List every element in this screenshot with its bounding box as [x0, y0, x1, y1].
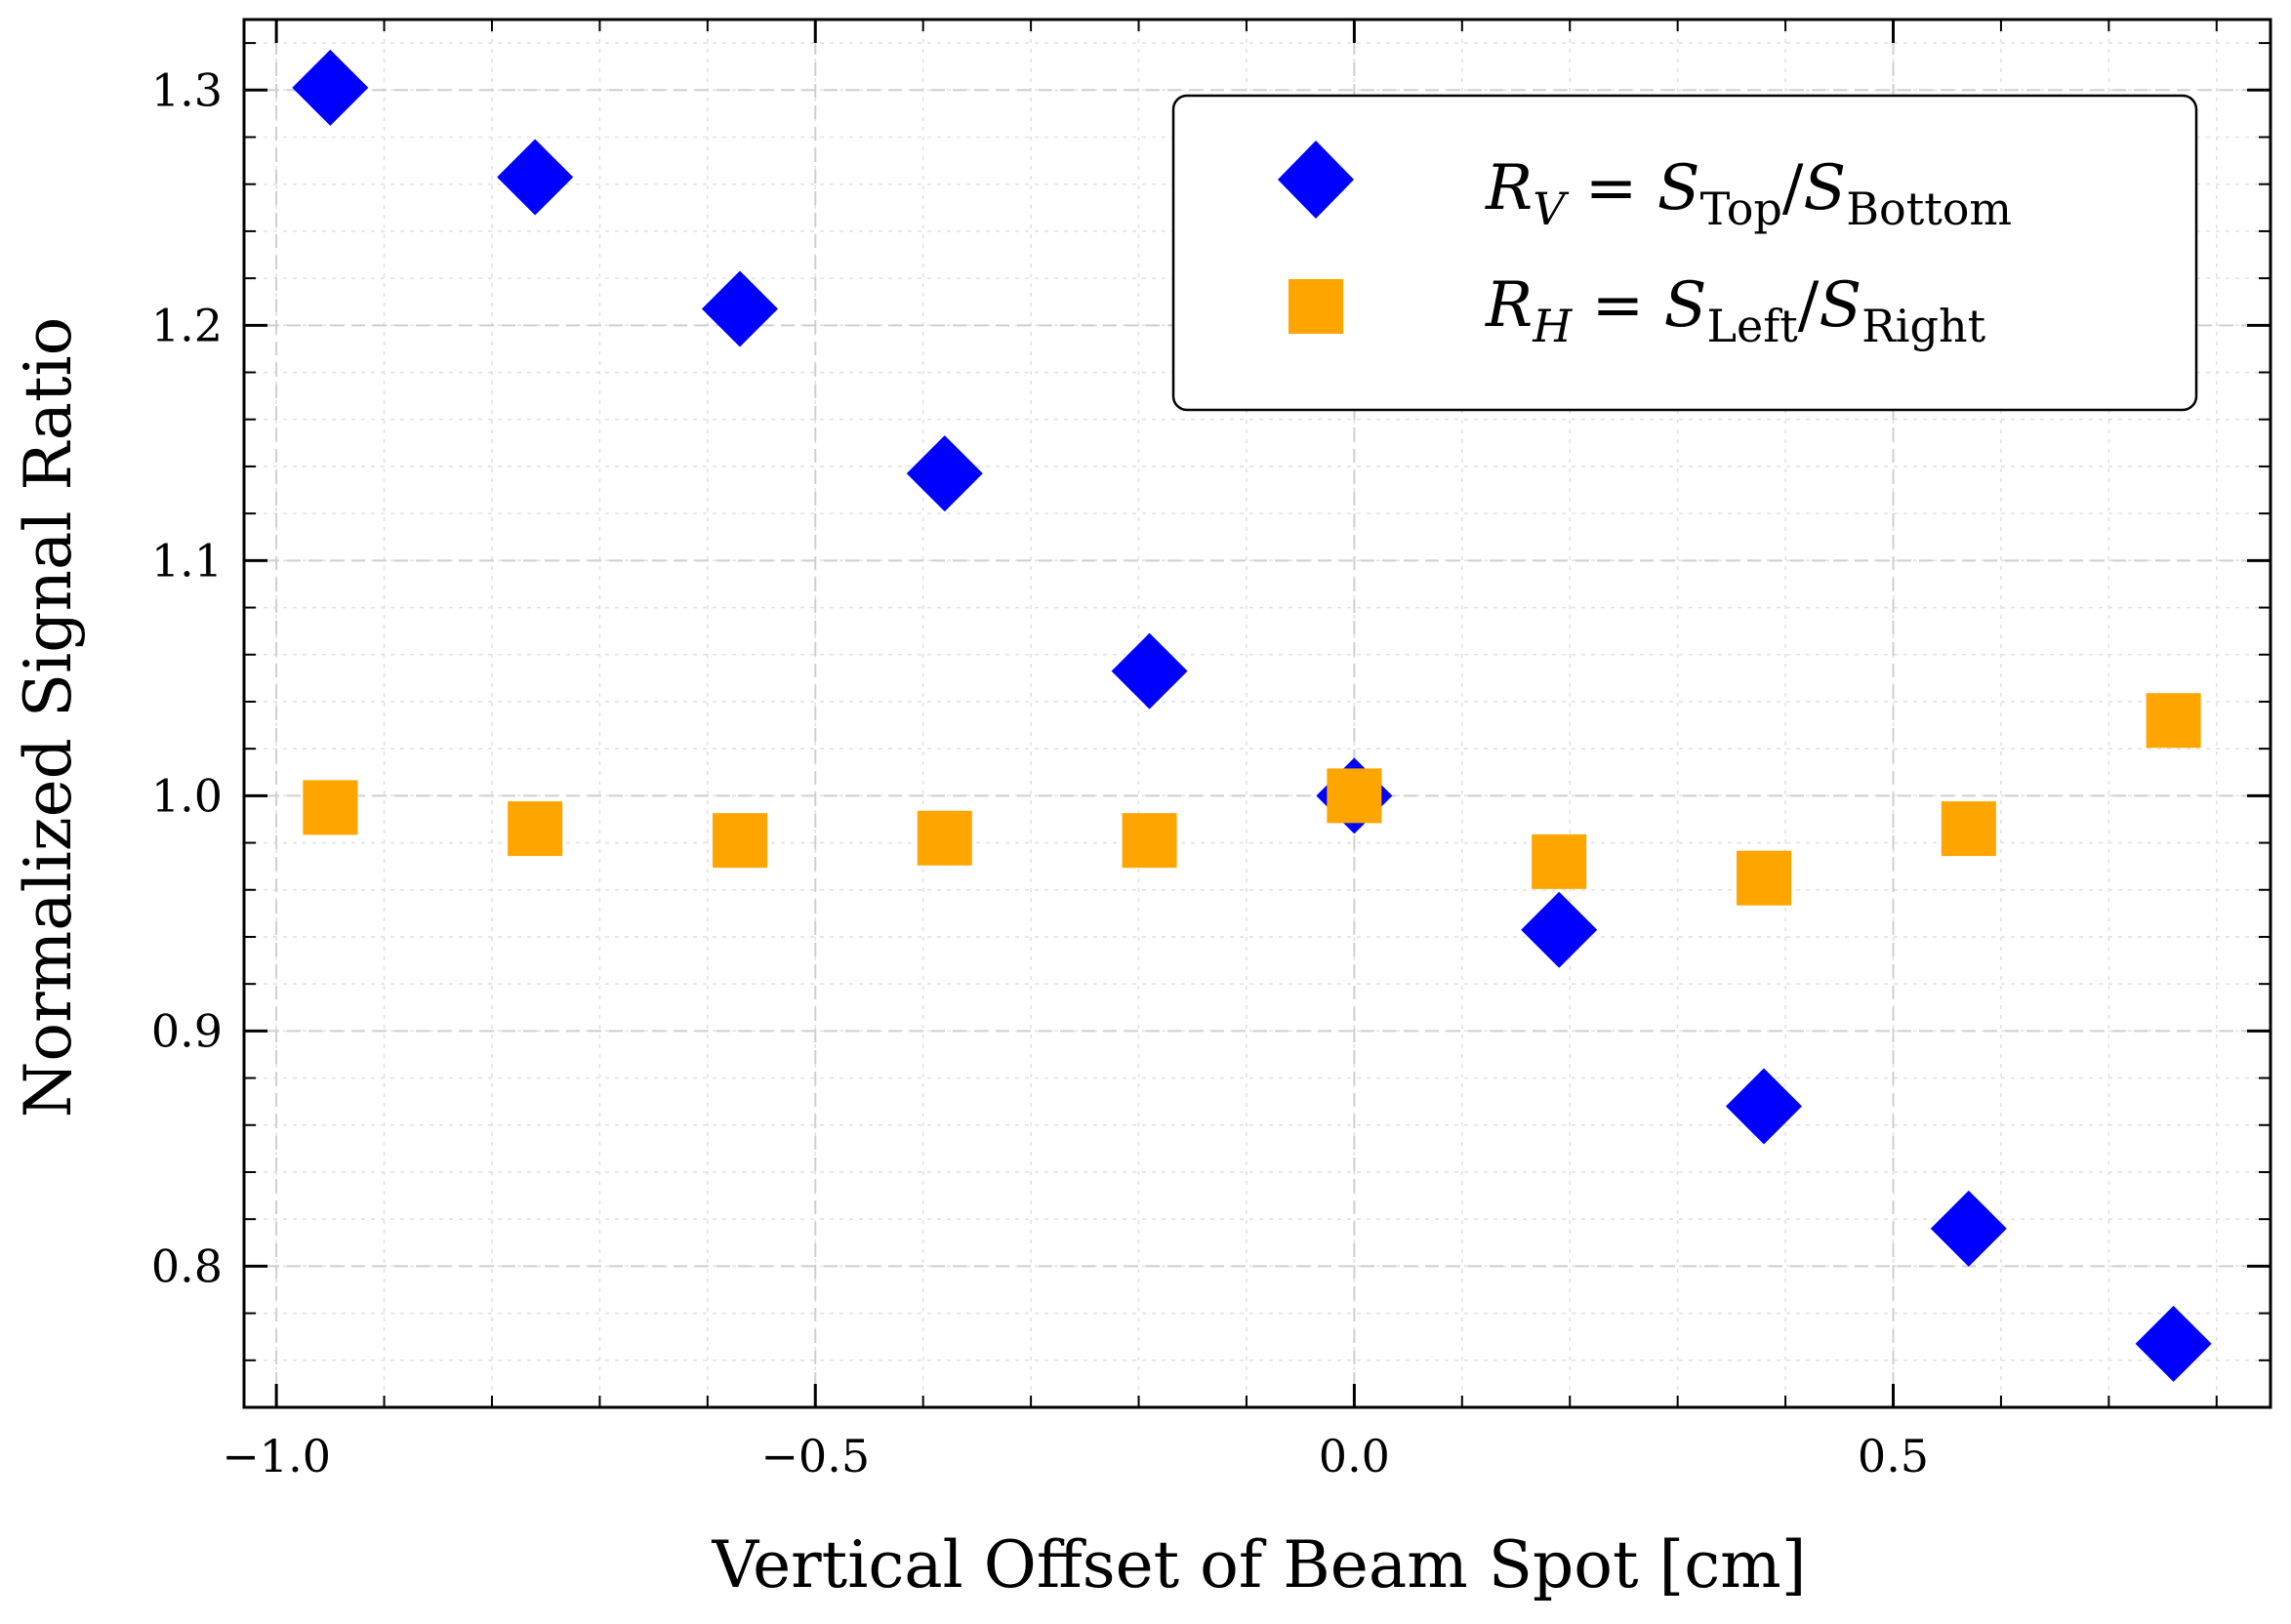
axis-ticks	[244, 20, 2271, 1408]
legend-marker-square	[1289, 279, 1343, 334]
legend-subscript: Top	[1700, 183, 1782, 235]
x-tick-label: 0.5	[1858, 1430, 1929, 1482]
data-point-square	[1941, 801, 1996, 857]
legend-term: R	[1485, 152, 1533, 224]
y-tick-label: 0.8	[151, 1239, 223, 1292]
data-point-square	[712, 813, 767, 869]
legend-term: /	[1782, 152, 1804, 224]
legend-label-rv: RV = STop/SBottom	[1485, 152, 2012, 235]
data-point-diamond	[1111, 632, 1188, 710]
legend: RV = STop/SBottom RH = SLeft/SRight	[1171, 94, 2198, 412]
legend-term: S	[1664, 269, 1707, 342]
legend-term: S	[1803, 152, 1846, 224]
x-axis-title: Vertical Offset of Beam Spot [cm]	[711, 1527, 1806, 1603]
data-point-square	[1737, 850, 1791, 906]
legend-entry-rv: RV = STop/SBottom	[1278, 141, 2012, 235]
data-point-diamond	[906, 435, 983, 512]
legend-subscript: Left	[1706, 300, 1798, 352]
legend-subscript: H	[1532, 300, 1573, 352]
data-point-square	[1532, 833, 1587, 889]
y-tick-label: 1.2	[151, 299, 223, 351]
data-point-square	[508, 801, 563, 857]
legend-subscript: Bottom	[1846, 183, 2012, 235]
legend-term: =	[1572, 269, 1663, 342]
data-point-diamond	[701, 270, 778, 347]
legend-term: S	[1657, 152, 1700, 224]
y-tick-label: 1.3	[151, 63, 223, 116]
legend-term: S	[1819, 269, 1861, 342]
tick-labels: −1.0 −0.5 0.0 0.5 0.8 0.9 1.0 1.1 1.2 1.3	[151, 63, 1929, 1482]
legend-marker-diamond	[1278, 141, 1354, 219]
data-point-square	[2146, 693, 2201, 749]
data-point-square	[1122, 813, 1177, 869]
data-point-diamond	[292, 49, 369, 126]
legend-term: /	[1798, 269, 1820, 342]
data-point-diamond	[1726, 1068, 1802, 1145]
data-point-diamond	[1930, 1190, 2007, 1267]
data-point-square	[1327, 768, 1382, 824]
legend-term: R	[1485, 269, 1533, 342]
data-point-square	[917, 810, 972, 866]
x-tick-label: −0.5	[760, 1430, 870, 1482]
legend-box	[1171, 94, 2198, 412]
legend-term: =	[1565, 152, 1657, 224]
x-tick-label: −1.0	[222, 1430, 331, 1482]
y-tick-label: 1.1	[151, 534, 223, 587]
data-points	[292, 49, 2212, 1382]
legend-label-rh: RH = SLeft/SRight	[1485, 269, 1986, 352]
data-point-diamond	[497, 139, 574, 216]
data-point-square	[303, 780, 358, 835]
legend-subscript: Right	[1861, 300, 1985, 352]
y-axis-title: Normalized Signal Ratio	[11, 317, 86, 1118]
data-point-diamond	[2135, 1305, 2212, 1382]
y-tick-label: 1.0	[151, 769, 223, 822]
legend-entry-rh: RH = SLeft/SRight	[1289, 269, 1986, 352]
legend-subscript: V	[1533, 183, 1570, 235]
plot-frame	[242, 18, 2272, 1409]
x-tick-label: 0.0	[1319, 1430, 1390, 1482]
y-tick-label: 0.9	[151, 1004, 223, 1057]
data-point-diamond	[1521, 891, 1598, 968]
